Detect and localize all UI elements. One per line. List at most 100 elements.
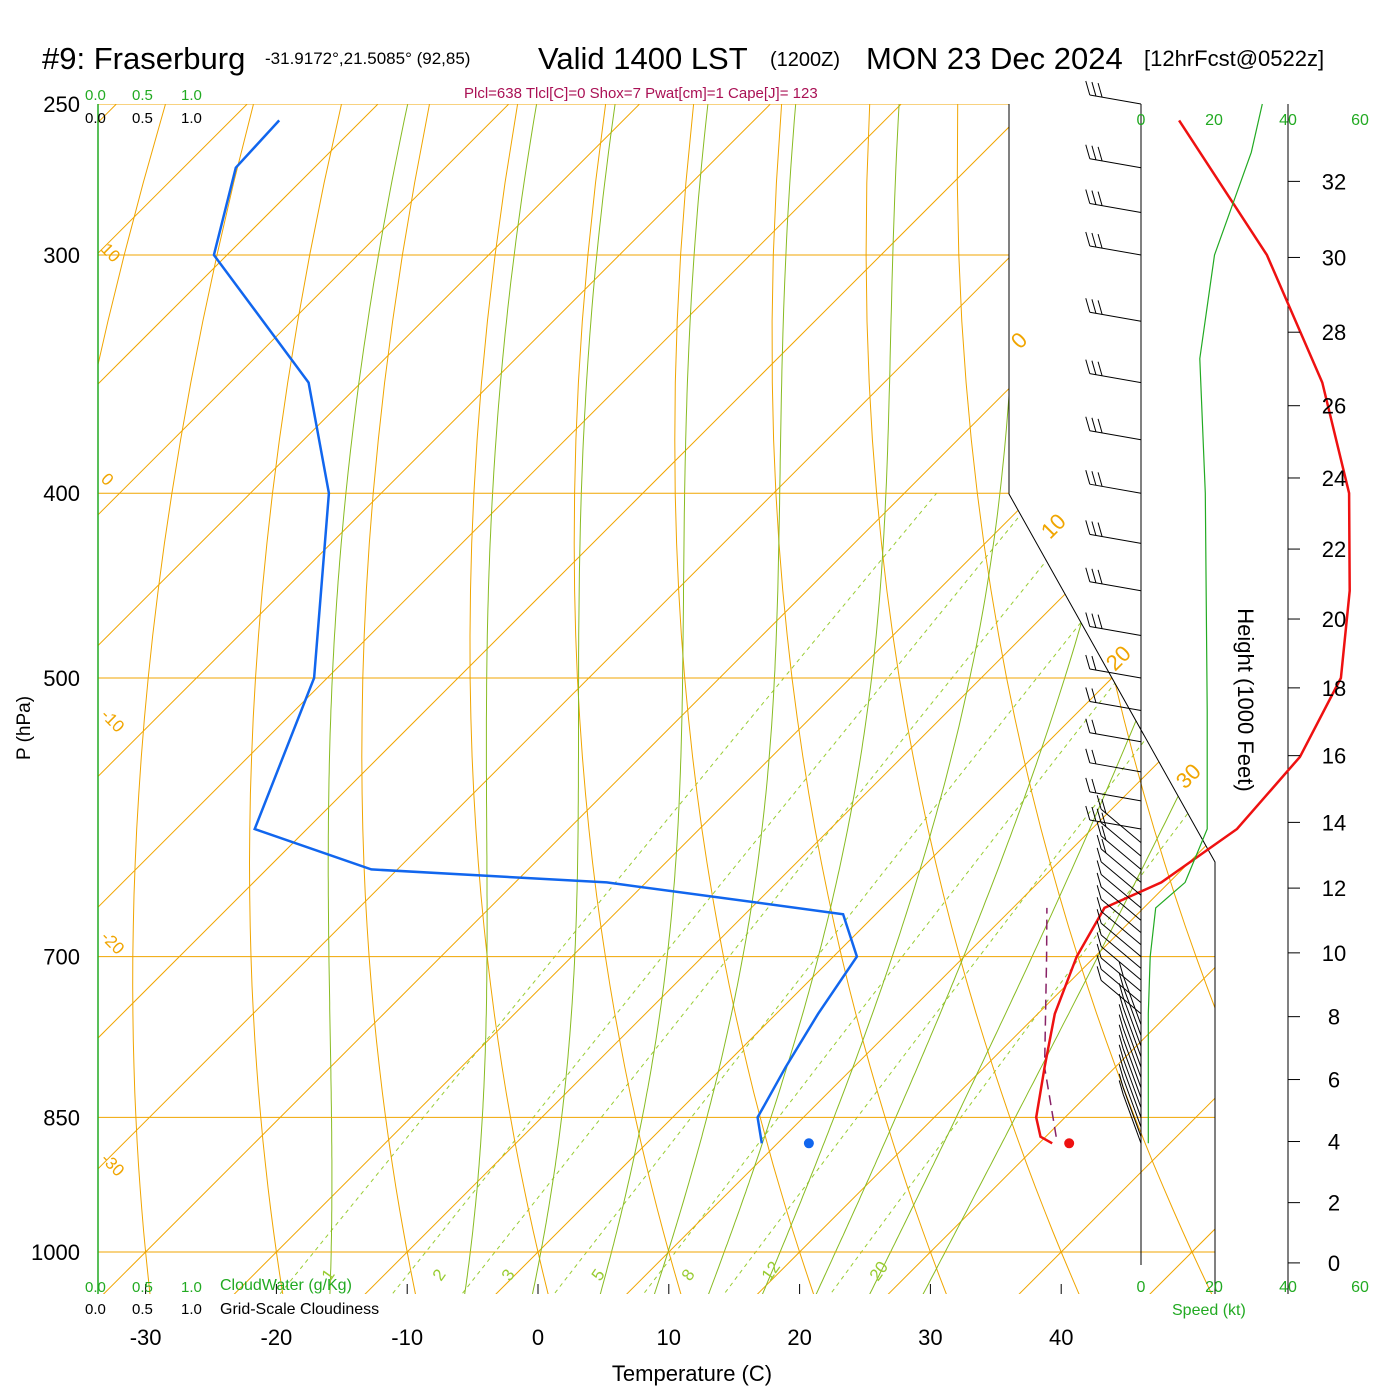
wind-barb-flag bbox=[1118, 1044, 1124, 1059]
wind-barb-flag bbox=[1118, 1064, 1124, 1079]
wind-barb-flag bbox=[1096, 943, 1102, 959]
dry-adiabat-line bbox=[771, 104, 962, 1294]
wind-barb bbox=[1122, 997, 1142, 1047]
wind-barb-flag bbox=[1085, 80, 1091, 96]
wind-barb-flag bbox=[1118, 1024, 1124, 1039]
moist-adiabat-line bbox=[458, 104, 574, 1294]
valid-time: Valid 1400 LST bbox=[538, 41, 748, 76]
wind-barb-flag bbox=[1097, 233, 1103, 249]
height-tick-label: 0 bbox=[1328, 1251, 1340, 1276]
wind-barb-flag bbox=[1085, 189, 1091, 204]
wind-barb-flag bbox=[1091, 655, 1097, 671]
wind-barb bbox=[1122, 1087, 1142, 1137]
wind-barb-flag bbox=[1097, 191, 1103, 206]
cloud-bot-black-05: 0.5 bbox=[132, 1301, 153, 1318]
isotherm-line bbox=[1375, 0, 1400, 1331]
wind-barb-flag bbox=[1085, 231, 1091, 247]
isotherm-line bbox=[1244, 0, 1400, 1331]
wind-barb-flag bbox=[1085, 298, 1091, 313]
cloud-top-black-05: 0.5 bbox=[132, 110, 153, 127]
speed-bot-0: 0 bbox=[1137, 1279, 1146, 1296]
mixing-ratio-line bbox=[432, 492, 1102, 1294]
adiabat-label: 10 bbox=[1036, 509, 1071, 544]
wind-barb-flag bbox=[1091, 232, 1097, 248]
wind-barb bbox=[1100, 835, 1142, 870]
wind-barb-flag bbox=[1097, 361, 1103, 376]
wind-barb-flag bbox=[1091, 688, 1097, 703]
cloud-bot-green-0: 0.0 bbox=[85, 1279, 106, 1296]
wind-barb bbox=[1100, 822, 1142, 857]
temp-tick-label: 40 bbox=[1049, 1325, 1073, 1350]
height-tick-label: 12 bbox=[1322, 876, 1346, 901]
moist-adiabat-line bbox=[327, 104, 453, 1294]
isotherm-line bbox=[197, 104, 1215, 1294]
temp-tick-label: 20 bbox=[787, 1325, 811, 1350]
height-tick-label: 6 bbox=[1328, 1068, 1340, 1093]
wind-barb bbox=[1089, 668, 1142, 679]
wind-barb-flag bbox=[1118, 1014, 1124, 1029]
wind-barb bbox=[1089, 245, 1142, 256]
wind-barb-flag bbox=[1091, 521, 1097, 536]
wind-barb bbox=[1089, 373, 1142, 384]
wind-barb bbox=[1100, 898, 1142, 934]
adiabat-label: 30 bbox=[1171, 759, 1206, 794]
wind-barb-flag bbox=[1096, 834, 1102, 850]
temp-tick-label: 10 bbox=[657, 1325, 681, 1350]
wind-barb-flag bbox=[1101, 799, 1107, 814]
speed-bot-20: 20 bbox=[1205, 1279, 1223, 1296]
mixing-ratio-line bbox=[249, 492, 937, 1294]
height-tick-label: 26 bbox=[1322, 394, 1346, 419]
speed-top-20: 20 bbox=[1205, 112, 1223, 129]
height-tick-label: 18 bbox=[1322, 676, 1346, 701]
dry-adiabat-line bbox=[865, 104, 1096, 1294]
wind-barb-flag bbox=[1091, 806, 1097, 822]
isotherm-line bbox=[720, 104, 1215, 1294]
wind-barb bbox=[1122, 1038, 1142, 1088]
pressure-tick-label: 850 bbox=[43, 1105, 80, 1130]
dry-adiabat-line bbox=[132, 104, 307, 1294]
isotherm-line bbox=[98, 104, 433, 1294]
temp-tick-label: -20 bbox=[261, 1325, 293, 1350]
wind-barb-flag bbox=[1101, 838, 1107, 854]
wind-barb-flag bbox=[1085, 654, 1091, 670]
dry-adiabat-line bbox=[1380, 0, 1400, 1331]
temperature-profile-line bbox=[1034, 119, 1351, 1145]
isotherm-label: 10 bbox=[97, 239, 124, 266]
forecast-label: [12hrFcst@0522z] bbox=[1144, 46, 1324, 71]
pressure-tick-label: 700 bbox=[43, 945, 80, 970]
height-tick-label: 30 bbox=[1322, 245, 1346, 270]
wind-barb bbox=[1089, 533, 1142, 544]
wind-barb-flag bbox=[1085, 567, 1091, 582]
dry-adiabat-line bbox=[956, 104, 1215, 1294]
wind-barb-flag bbox=[1097, 614, 1103, 629]
pressure-tick-label: 400 bbox=[43, 481, 80, 506]
station-title: #9: Fraserburg bbox=[42, 41, 245, 76]
wind-barb bbox=[1089, 819, 1142, 830]
mixing-ratio-line bbox=[362, 492, 1039, 1294]
temp-tick-label: -30 bbox=[130, 1325, 162, 1350]
wind-barb bbox=[1089, 158, 1142, 169]
wind-barb bbox=[1089, 430, 1142, 441]
zulu-time: (1200Z) bbox=[770, 49, 840, 71]
wind-barb-flag bbox=[1085, 687, 1091, 702]
cloud-bot-black-1: 1.0 bbox=[181, 1301, 202, 1318]
wind-barb bbox=[1089, 700, 1142, 711]
isotherm-line bbox=[98, 104, 564, 1294]
isotherm-label: -20 bbox=[97, 927, 128, 958]
moist-adiabat-line bbox=[903, 104, 1215, 1294]
wind-barb-flag bbox=[1096, 897, 1102, 912]
wind-barb-flag bbox=[1091, 568, 1097, 583]
wind-barb-flag bbox=[1091, 81, 1097, 97]
isotherm-label: -30 bbox=[97, 1149, 128, 1180]
moist-adiabat-line bbox=[851, 104, 1215, 1294]
wind-barb-flag bbox=[1085, 718, 1091, 733]
wind-barb-flag bbox=[1118, 972, 1124, 987]
height-axis-title: Height (1000 Feet) bbox=[1233, 608, 1258, 791]
adiabat-label: 0 bbox=[1006, 327, 1032, 353]
wind-barb bbox=[1100, 861, 1142, 896]
isotherm-line bbox=[98, 104, 1215, 1294]
wind-barb bbox=[1122, 1078, 1142, 1128]
wind-barb bbox=[1122, 1048, 1142, 1098]
plot-right-border bbox=[1008, 104, 1216, 1294]
wind-barb-flag bbox=[1118, 1034, 1124, 1049]
